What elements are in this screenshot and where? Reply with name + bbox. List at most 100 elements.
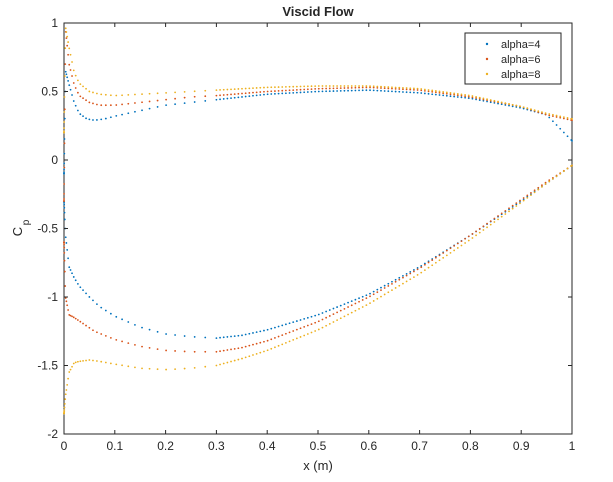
data-point <box>64 398 67 401</box>
data-point <box>515 106 518 108</box>
data-point <box>460 93 463 96</box>
data-point <box>478 227 481 230</box>
data-point <box>427 261 430 264</box>
data-point <box>82 97 84 100</box>
data-point <box>552 113 554 116</box>
data-point <box>398 276 401 279</box>
legend: alpha=4 alpha=6 alpha=8 <box>464 32 562 85</box>
data-point <box>72 82 75 84</box>
data-point <box>365 304 368 306</box>
data-point <box>493 99 496 102</box>
data-point <box>270 93 273 95</box>
data-point <box>413 88 415 91</box>
data-point <box>530 108 532 111</box>
y-tick-label: -0.5 <box>37 222 58 236</box>
data-point <box>383 284 386 287</box>
x-tick-label: 0.9 <box>513 439 530 453</box>
data-point <box>69 88 72 91</box>
data-point <box>354 86 357 89</box>
data-point <box>464 96 467 99</box>
data-point <box>215 350 218 353</box>
data-point <box>519 106 521 109</box>
data-point <box>522 197 525 199</box>
data-point <box>555 116 558 118</box>
data-point <box>71 94 73 96</box>
data-point <box>63 218 66 221</box>
data-point <box>511 204 514 207</box>
data-point <box>339 89 342 92</box>
data-point <box>299 91 302 94</box>
data-point <box>72 69 75 72</box>
data-point <box>156 348 159 351</box>
data-point <box>63 252 66 254</box>
data-point <box>522 106 525 109</box>
data-point <box>332 307 335 310</box>
data-point <box>571 119 573 122</box>
data-point <box>548 114 551 117</box>
series-alpha=8 <box>63 27 573 415</box>
data-point <box>248 344 251 347</box>
data-point <box>544 112 547 115</box>
data-point <box>526 194 529 197</box>
data-point <box>284 85 287 88</box>
data-point <box>65 242 68 244</box>
data-point <box>68 84 71 87</box>
data-point <box>559 115 562 118</box>
data-point <box>310 315 313 318</box>
data-point <box>508 103 510 105</box>
data-point <box>92 329 94 332</box>
data-point <box>63 403 66 405</box>
data-point <box>328 90 331 93</box>
data-point <box>69 69 72 71</box>
data-point <box>398 284 401 287</box>
data-point <box>67 377 70 380</box>
data-point <box>442 252 445 254</box>
data-point <box>148 92 151 95</box>
data-point <box>519 105 521 108</box>
data-point <box>306 316 309 319</box>
data-point <box>358 85 360 87</box>
data-point <box>63 192 65 195</box>
y-tick-label: 0.5 <box>41 85 58 99</box>
data-point <box>252 343 254 346</box>
data-point <box>241 346 243 349</box>
data-point <box>420 264 423 267</box>
data-point <box>121 340 123 343</box>
data-point <box>263 86 265 89</box>
data-point <box>109 336 112 339</box>
data-point <box>325 316 328 319</box>
data-point <box>299 85 302 88</box>
data-point <box>230 360 232 363</box>
data-point <box>526 196 529 199</box>
data-point <box>295 328 298 331</box>
data-point <box>241 96 243 98</box>
data-point <box>354 85 357 87</box>
data-point <box>230 88 232 91</box>
data-point <box>277 335 280 338</box>
data-point <box>148 100 151 103</box>
data-point <box>409 272 412 275</box>
data-point <box>328 87 331 90</box>
data-point <box>259 330 262 333</box>
data-point <box>248 87 251 90</box>
data-point <box>281 334 284 337</box>
data-point <box>63 199 65 202</box>
data-point <box>183 96 186 99</box>
data-point <box>156 368 159 371</box>
data-point <box>284 332 287 335</box>
data-point <box>442 91 445 93</box>
data-point <box>226 361 229 364</box>
data-point <box>409 87 412 90</box>
data-point <box>64 285 67 287</box>
data-point <box>467 95 470 98</box>
data-point <box>74 279 77 282</box>
data-point <box>489 223 492 226</box>
data-point <box>438 259 441 262</box>
data-point <box>219 350 221 353</box>
data-point <box>76 109 79 112</box>
data-point <box>541 111 543 114</box>
data-point <box>405 274 408 277</box>
data-point <box>350 89 353 92</box>
data-point <box>427 92 430 95</box>
data-point <box>292 321 295 324</box>
